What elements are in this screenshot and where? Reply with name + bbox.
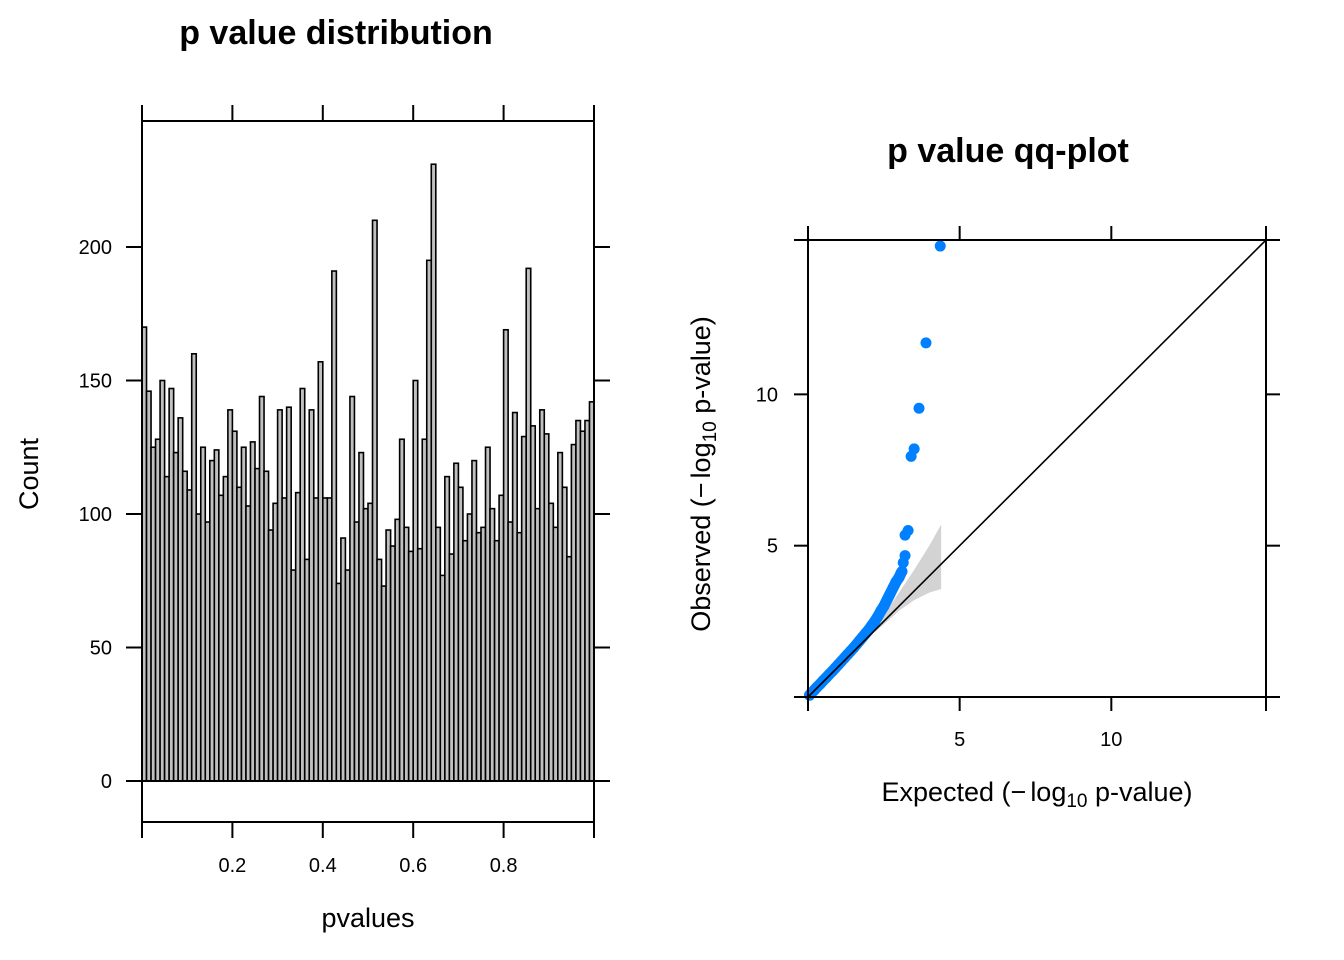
- qq-point: [920, 337, 932, 349]
- histogram-x-tick-label: 0.2: [218, 855, 246, 877]
- histogram-bars: [141, 163, 595, 782]
- qq-ticks: 5 10 5 10: [756, 226, 1280, 751]
- histogram-y-tick-label: 50: [90, 638, 112, 660]
- qq-plot-frame: [807, 239, 1267, 698]
- histogram-title: p value distribution: [179, 14, 493, 52]
- qq-reference-line: [807, 239, 1267, 698]
- histogram-y-tick-label: 200: [79, 237, 112, 259]
- qq-points: [804, 240, 946, 701]
- qq-plot-panel: p value qq-plot 5 10 5 10 Expected (− log10 …: [686, 132, 1280, 812]
- qq-x-label-sub: 10: [1066, 791, 1087, 812]
- qq-y-label-rest: p-value): [686, 316, 716, 421]
- qq-x-label-minus: −: [1011, 777, 1027, 807]
- histogram-y-axis-label: Count: [14, 437, 44, 510]
- histogram-y-tick-label: 100: [79, 504, 112, 526]
- histogram-x-tick-label: 0.6: [399, 855, 427, 877]
- histogram-panel: p value distribution 0.2 0.4 0.6 0.8 0 50 100 1…: [14, 14, 610, 933]
- qq-x-label-rest: p-value): [1087, 777, 1192, 807]
- qq-x-tick-label: 5: [954, 729, 965, 751]
- histogram-y-tick-label: 0: [101, 771, 112, 793]
- histogram-x-tick-label: 0.8: [490, 855, 518, 877]
- histogram-x-tick-label: 0.4: [309, 855, 337, 877]
- qq-x-label-main: Expected (: [881, 777, 1010, 807]
- qq-y-tick-label: 5: [767, 536, 778, 558]
- histogram-y-tick-label: 150: [79, 371, 112, 393]
- qq-point: [899, 550, 911, 562]
- qq-y-label-sub: 10: [700, 421, 721, 442]
- qq-y-tick-label: 10: [756, 384, 778, 406]
- qq-y-label-main: Observed (: [686, 498, 716, 632]
- qq-point: [913, 402, 925, 414]
- qq-point: [934, 240, 946, 252]
- qq-x-label-log: log: [1030, 777, 1066, 807]
- qq-point: [908, 443, 920, 455]
- histogram-ticks: 0.2 0.4 0.6 0.8 0 50 100 150 200: [79, 105, 610, 877]
- qq-y-label-minus: −: [686, 482, 716, 498]
- qq-y-axis-label: Observed (− log10 p-value): [686, 316, 721, 632]
- qq-point: [902, 525, 914, 537]
- histogram-x-axis-label: pvalues: [321, 903, 414, 933]
- qq-point-cluster: [804, 567, 907, 701]
- histogram-frame: [141, 120, 595, 823]
- qq-plot-title: p value qq-plot: [887, 132, 1129, 170]
- qq-x-tick-label: 10: [1100, 729, 1122, 751]
- qq-y-label-log: log: [686, 442, 716, 478]
- qq-x-axis-label: Expected (− log10 p-value): [881, 777, 1192, 812]
